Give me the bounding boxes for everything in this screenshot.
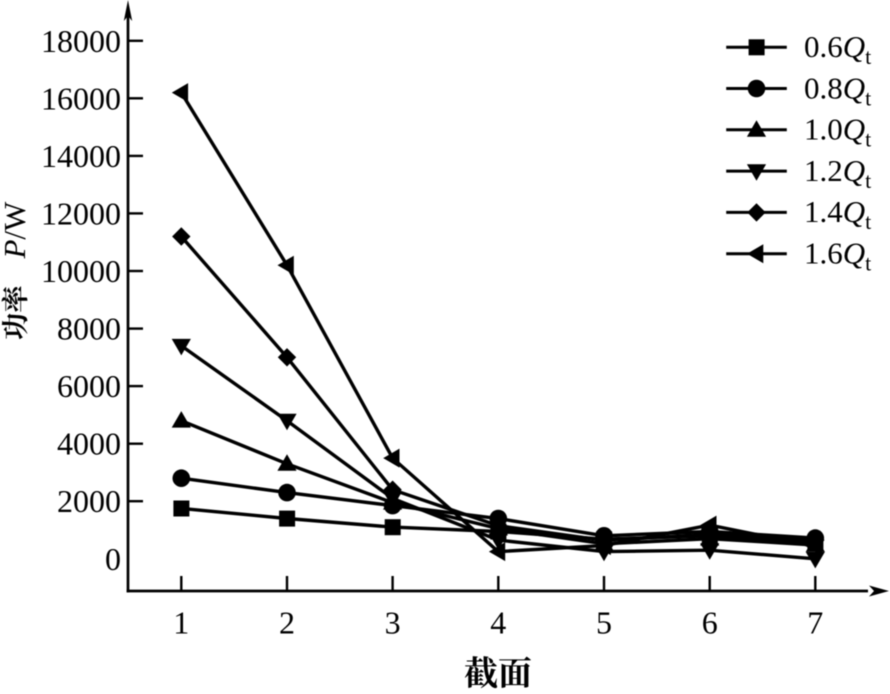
svg-text:4000: 4000	[57, 426, 121, 462]
svg-text:0.8Qt: 0.8Qt	[804, 70, 871, 110]
svg-text:14000: 14000	[41, 138, 121, 174]
svg-text:1.4Qt: 1.4Qt	[804, 194, 871, 234]
svg-text:16000: 16000	[41, 80, 121, 116]
svg-text:8000: 8000	[57, 311, 121, 347]
svg-text:6000: 6000	[57, 368, 121, 404]
svg-text:0.6Qt: 0.6Qt	[804, 29, 871, 69]
svg-text:4: 4	[490, 605, 506, 641]
svg-text:1.6Qt: 1.6Qt	[804, 236, 871, 276]
svg-text:1: 1	[173, 605, 189, 641]
svg-text:3: 3	[385, 605, 401, 641]
svg-text:1.2Qt: 1.2Qt	[804, 153, 871, 193]
svg-text:0: 0	[105, 541, 121, 577]
svg-text:2000: 2000	[57, 483, 121, 519]
svg-text:5: 5	[596, 605, 612, 641]
svg-text:6: 6	[702, 605, 718, 641]
svg-text:2: 2	[279, 605, 295, 641]
svg-text:10000: 10000	[41, 253, 121, 289]
svg-text:18000: 18000	[41, 23, 121, 59]
svg-text:7: 7	[807, 605, 823, 641]
svg-text:12000: 12000	[41, 195, 121, 231]
svg-text:1.0Qt: 1.0Qt	[804, 112, 871, 152]
svg-text:P/W: P/W	[0, 201, 32, 260]
